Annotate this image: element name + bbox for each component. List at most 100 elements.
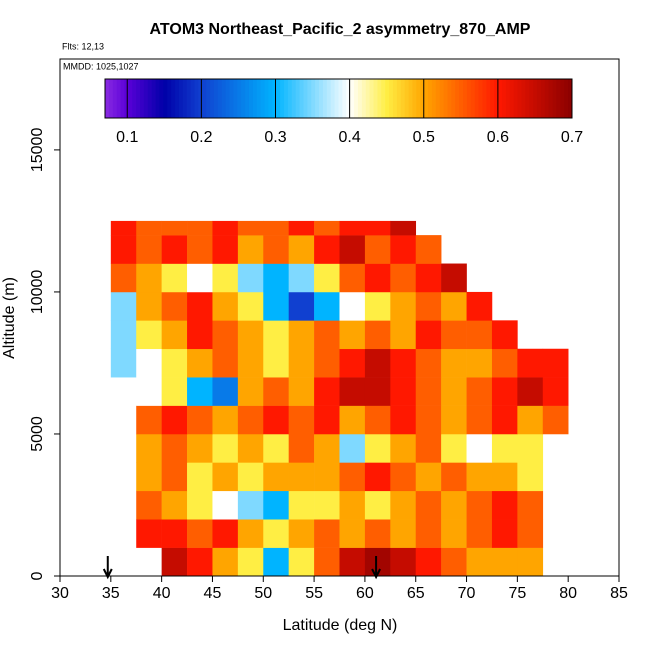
colorbar-swatch [544,79,550,118]
heatmap-cell [212,263,239,293]
heatmap-cell [136,348,162,378]
colorbar-swatch [439,79,445,118]
heatmap-cell [517,547,544,577]
colorbar-swatch [213,79,219,118]
colorbar-swatch [536,79,542,118]
heatmap-cell [288,291,315,321]
heatmap-cell [237,405,264,435]
heatmap-cell [288,433,315,463]
colorbar-swatch [295,79,301,118]
colorbar-swatch [412,79,417,118]
heatmap-cell [161,263,188,293]
x-tick-label: 60 [356,585,374,602]
heatmap-cell [491,462,518,492]
heatmap-cell [390,220,417,236]
heatmap-cell [212,377,239,406]
colorbar-swatch [381,79,386,118]
heatmap-cell [237,490,264,520]
heatmap-cell [212,235,239,264]
heatmap-cell [161,320,188,350]
colorbar-swatch [350,79,355,118]
colorbar-swatch [143,79,149,118]
heatmap-cell [517,462,544,492]
colorbar-swatch [529,79,534,118]
heatmap-cell [237,235,264,264]
heatmap-cell [466,377,493,406]
heatmap-cell [288,320,315,350]
colorbar-swatch [136,79,141,118]
heatmap-cell [161,377,188,406]
arrow [102,556,113,580]
x-tick-label: 45 [204,585,222,602]
colorbar-swatch [178,79,184,118]
heatmap-cell [466,547,493,577]
colorbar-swatch [455,79,460,118]
heatmap-cell [517,405,544,435]
heatmap-cell [314,547,340,577]
heatmap-cell [441,291,467,321]
heatmap-cell [415,348,442,378]
colorbar-swatch [424,79,429,118]
heatmap-cell [415,235,442,264]
heatmap-cell [390,490,417,520]
x-tick-label: 80 [559,585,577,602]
colorbar-swatch [315,79,320,118]
colorbar-swatch [182,79,188,118]
heatmap-cell [314,405,340,435]
heatmap-cell [136,405,162,435]
heatmap-cell [237,348,264,378]
y-tick-label: 0 [29,571,46,580]
colorbar-swatch [447,79,452,118]
heatmap-cell [136,490,162,520]
heatmap-cell [364,519,391,548]
heatmap-cell [517,377,544,406]
colorbar-swatch [268,79,273,118]
heatmap-cell [314,490,340,520]
dates-note: MMDD: 1025,1027 [63,61,139,71]
heatmap-cell [441,348,467,378]
y-tick-label: 15000 [29,128,46,173]
chart-title: ATOM3 Northeast_Pacific_2 asymmetry_870_… [150,21,531,38]
colorbar-swatch [147,79,153,118]
colorbar-swatch [501,79,507,118]
heatmap-cell [263,320,289,350]
colorbar-tick-label: 0.1 [116,129,138,146]
colorbar-swatch [299,79,304,118]
colorbar-swatch [311,79,316,118]
heatmap-cell [466,320,493,350]
heatmap-cell [314,220,340,236]
heatmap-cell [390,320,417,350]
colorbar-swatch [346,79,351,118]
colorbar-swatch [342,79,347,118]
colorbar-swatch [466,79,472,118]
colorbar-swatch [225,79,231,118]
heatmap-cell [136,320,162,350]
heatmap-cell [339,291,366,321]
heatmap-cell [288,348,315,378]
heatmap-cell [212,490,239,520]
heatmap-cell [491,377,518,406]
colorbar-swatch [155,79,160,118]
heatmap-cell [415,377,442,406]
heatmap-cell [466,462,493,492]
colorbar-swatch [210,79,215,118]
heatmap-cell [136,462,162,492]
colorbar-swatch [163,79,168,118]
heatmap-cell [415,263,442,293]
heatmap-cell [288,490,315,520]
colorbar-swatch [354,79,359,118]
x-tick-label: 55 [305,585,323,602]
colorbar-swatch [120,79,125,118]
heatmap-cell [517,519,544,548]
heatmap-cell [187,235,213,264]
heatmap-cell [339,519,366,548]
heatmap-cell [212,320,239,350]
colorbar-swatch [132,79,137,118]
heatmap-cell [415,519,442,548]
colorbar-swatch [124,79,129,118]
heatmap-cell [161,519,188,548]
colorbar-swatch [338,79,343,118]
colorbar-swatch [459,79,464,118]
heatmap-cell [517,433,544,463]
heatmap-cell [288,519,315,548]
